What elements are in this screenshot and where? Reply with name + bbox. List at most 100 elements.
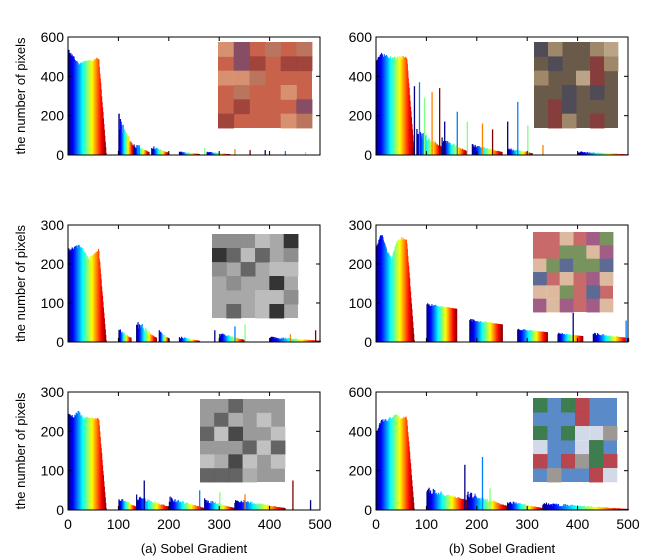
histogram-bar [561,333,563,342]
histogram-spike [444,121,446,155]
histogram-bar [446,494,448,510]
histogram-bar [296,338,298,342]
histogram-bar [549,504,551,510]
histogram-bar [309,339,312,342]
histogram-bar [436,144,438,155]
histogram-bar [565,333,568,342]
histogram-bar [119,501,122,510]
histogram-bar [417,133,419,155]
histogram-bar [508,503,510,510]
histogram-bar [135,147,137,155]
histogram-bar [514,150,517,155]
histogram-bar [158,503,160,510]
histogram-bar [567,334,569,342]
histogram-bar [156,148,159,155]
histogram-bar [563,503,565,510]
histogram-bar [577,506,579,510]
histogram-bar [460,498,463,510]
histogram-bar [446,495,449,510]
histogram-bar [598,507,600,510]
histogram-bar [521,150,523,155]
histogram-bar [183,338,185,342]
histogram-bar [195,340,197,342]
histogram-bar [568,334,570,342]
histogram-bar [516,503,518,510]
histogram-bar [491,500,493,510]
histogram-spike [264,150,266,155]
histogram-bar [193,340,195,342]
histogram-bar [568,506,570,510]
histogram-bar [181,152,183,155]
histogram-bar [220,153,222,155]
histogram-bar [210,152,212,155]
histogram-bar [614,153,616,155]
histogram-bar [121,332,124,342]
histogram-bar [222,153,225,155]
histogram-bar [616,153,618,155]
histogram-bar [497,323,499,342]
histogram-bar [586,506,588,510]
histogram-bar [609,153,611,155]
histogram-bar [607,335,609,342]
histogram-bar [622,508,624,510]
histogram-bar [129,337,131,342]
histogram-bar [603,153,605,155]
histogram-bar [570,334,572,342]
histogram-bar [212,152,215,155]
histogram-bar [232,337,234,342]
histogram-bar [504,505,507,510]
histogram-bar [310,340,312,342]
histogram-bar [465,499,467,510]
histogram-bar [231,337,233,342]
histogram-bar [618,508,620,510]
histogram-bar [138,324,141,342]
histogram-bar [229,336,231,342]
histogram-bar [214,502,216,510]
histogram-bar [123,129,125,155]
histogram-bar [482,321,484,342]
histogram-bar [430,494,432,510]
histogram-bar [483,322,485,342]
histogram-bar [313,340,315,342]
histogram-bar [233,337,235,342]
histogram-bar [436,306,439,342]
histogram-bar [531,505,533,510]
histogram-bar [584,152,586,155]
histogram-bar [427,303,429,342]
histogram-bar [238,339,240,342]
histogram-bar [163,151,166,155]
histogram-bar [222,334,224,342]
histogram-spike [507,121,509,155]
histogram-bar [601,153,603,155]
histogram-bar [487,322,489,342]
histogram-bar [498,323,500,342]
histogram-bar [580,506,582,510]
histogram-spike [542,145,544,155]
histogram-bar [531,153,533,155]
histogram-spike [572,312,574,342]
histogram-bar [185,152,187,155]
histogram-bar [125,501,127,510]
histogram-bar [182,500,184,510]
histogram-bar [492,501,494,510]
y-tick-label: 200 [41,108,65,124]
histogram-bar [611,336,613,342]
histogram-bar [490,148,492,155]
histogram-bar [616,508,618,510]
histogram-bar [145,501,147,510]
histogram-bar [600,153,602,155]
histogram-bar [557,503,560,510]
histogram-bar [614,153,617,155]
histogram-bar [209,151,211,155]
histogram-bar [188,504,190,510]
histogram-bar [163,504,165,510]
histogram-bar [459,498,461,510]
histogram-bar [585,152,587,155]
histogram-bar [159,149,161,155]
histogram-bar [603,507,605,510]
histogram-bar [529,330,532,342]
histogram-bar [201,507,203,510]
histogram-bar [152,336,154,342]
histogram-bar [428,137,430,155]
histogram-bar [309,340,311,342]
